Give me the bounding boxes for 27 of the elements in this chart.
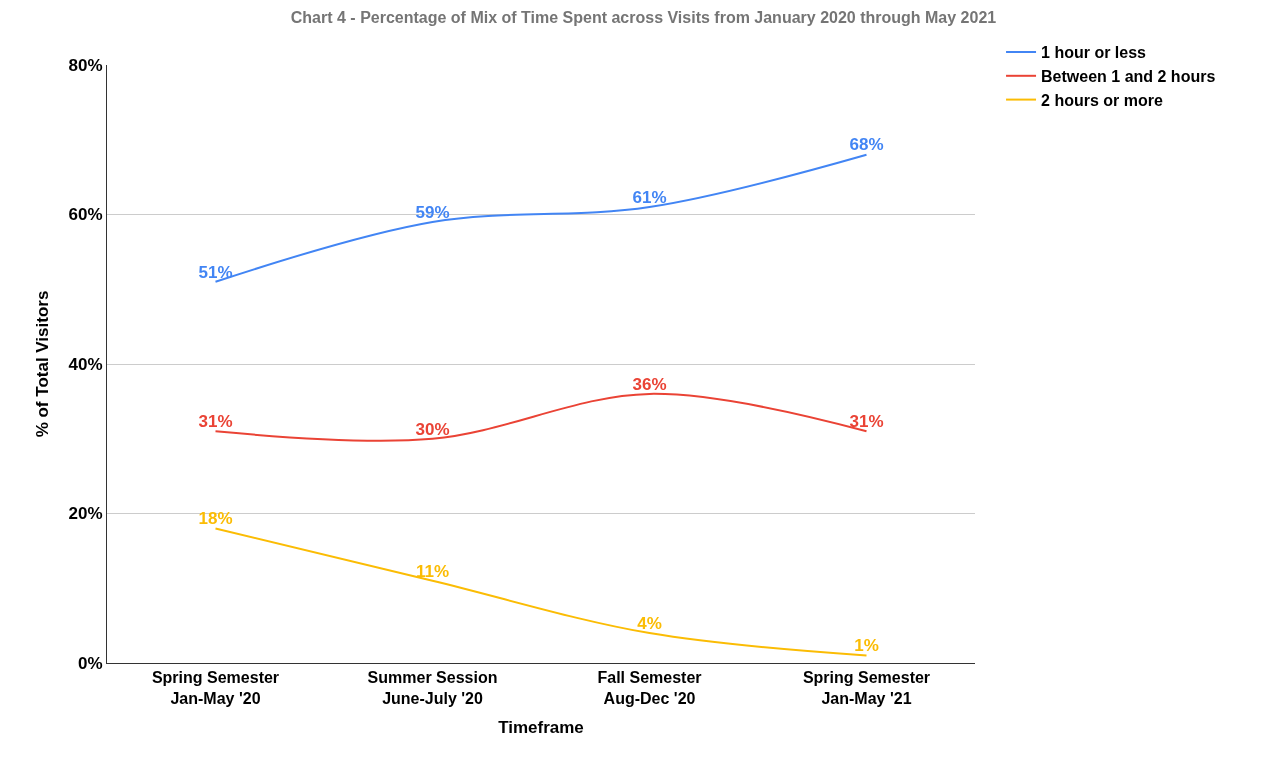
legend-label: 1 hour or less [1041, 44, 1147, 62]
data-label: 1% [854, 636, 879, 656]
y-tick-label: 20% [68, 504, 103, 524]
data-label: 36% [632, 374, 667, 394]
chart-title: Chart 4 - Percentage of Mix of Time Spent across Visits from January 2020 through May 2021 [290, 8, 997, 26]
y-tick-label: 60% [68, 205, 103, 225]
data-label: 31% [849, 412, 884, 432]
x-axis-title: Timeframe [498, 718, 584, 738]
x-tick-label: Spring Semester Jan-May '20 [151, 669, 280, 707]
data-label: 59% [415, 202, 450, 222]
legend-label: Between 1 and 2 hours [1041, 68, 1216, 86]
x-tick-label: Summer Session June-July '20 [367, 669, 498, 707]
data-label: 18% [198, 509, 233, 529]
legend-label: 2 hours or more [1041, 91, 1163, 109]
y-tick-label: 80% [68, 55, 103, 75]
y-axis-title: % of Total Visitors [33, 290, 53, 438]
data-label: 30% [415, 419, 450, 439]
x-tick-label: Spring Semester Jan-May '21 [802, 669, 931, 707]
data-label: 61% [632, 187, 667, 207]
data-label: 31% [198, 412, 233, 432]
data-label: 4% [637, 613, 662, 633]
x-tick-label: Fall Semester Aug-Dec '20 [597, 669, 702, 707]
y-tick-label: 0% [78, 653, 103, 673]
data-label: 68% [849, 135, 884, 155]
data-label: 51% [198, 262, 233, 282]
y-tick-label: 40% [68, 354, 103, 374]
data-label: 11% [415, 561, 450, 581]
